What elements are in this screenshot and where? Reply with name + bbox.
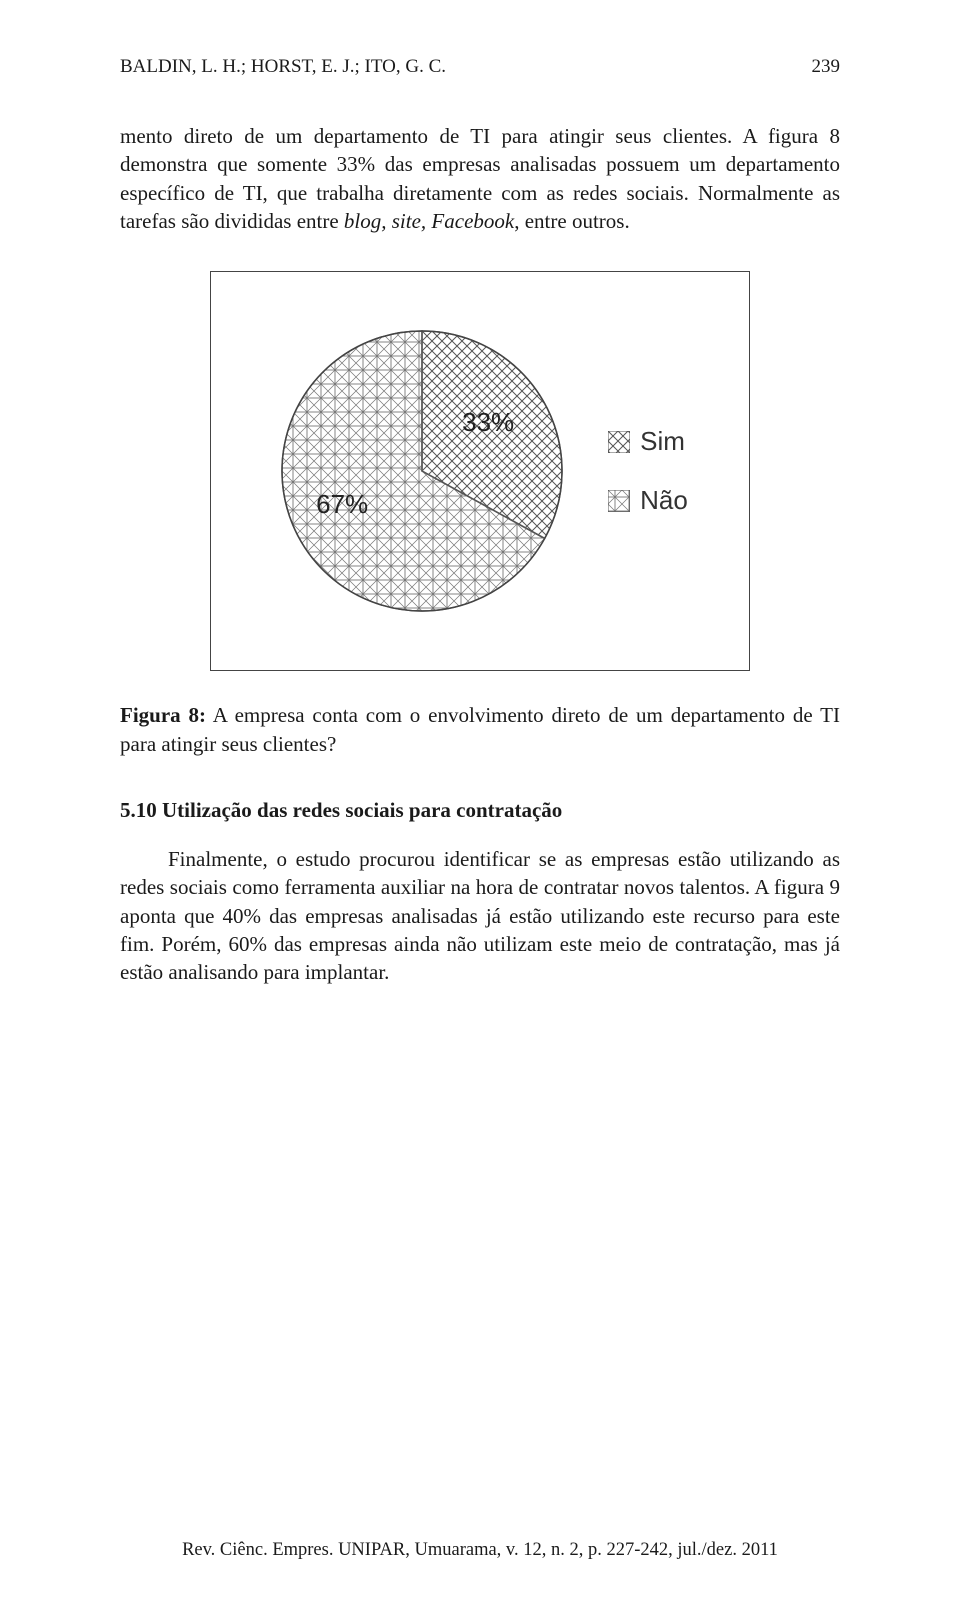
legend-label-nao: Não <box>640 485 688 516</box>
page: BALDIN, L. H.; HORST, E. J.; ITO, G. C. … <box>0 0 960 1617</box>
subheading-5-10: 5.10 Utilização das redes sociais para c… <box>120 798 840 823</box>
pie-label-nao: 67% <box>316 489 368 520</box>
legend-label-sim: Sim <box>640 426 685 457</box>
para1-italic: blog, site, Facebook <box>344 209 514 233</box>
fig-caption-bold: Figura 8: <box>120 703 206 727</box>
figure-8-box: 33% 67% Sim <box>210 271 750 671</box>
paragraph-2: Finalmente, o estudo procurou identifica… <box>120 845 840 987</box>
figure-8-caption: Figura 8: A empresa conta com o envolvim… <box>120 701 840 758</box>
legend-swatch-nao <box>608 490 630 512</box>
footer-citation: Rev. Ciênc. Empres. UNIPAR, Umuarama, v.… <box>0 1540 960 1561</box>
pie-holder: 33% 67% <box>272 321 572 621</box>
legend-row-sim: Sim <box>608 426 688 457</box>
legend: Sim Não <box>608 426 688 516</box>
fig-caption-rest: A empresa conta com o envolvimento diret… <box>120 703 840 755</box>
pie-chart <box>272 321 572 621</box>
para1-after: , entre outros. <box>514 209 629 233</box>
paragraph-1: mento direto de um departamento de TI pa… <box>120 122 840 235</box>
legend-swatch-sim <box>608 431 630 453</box>
legend-row-nao: Não <box>608 485 688 516</box>
running-head: BALDIN, L. H.; HORST, E. J.; ITO, G. C. … <box>120 56 840 78</box>
chart-wrap: 33% 67% Sim <box>272 321 688 621</box>
page-number: 239 <box>812 56 841 78</box>
pie-label-sim: 33% <box>462 407 514 438</box>
authors: BALDIN, L. H.; HORST, E. J.; ITO, G. C. <box>120 56 446 78</box>
